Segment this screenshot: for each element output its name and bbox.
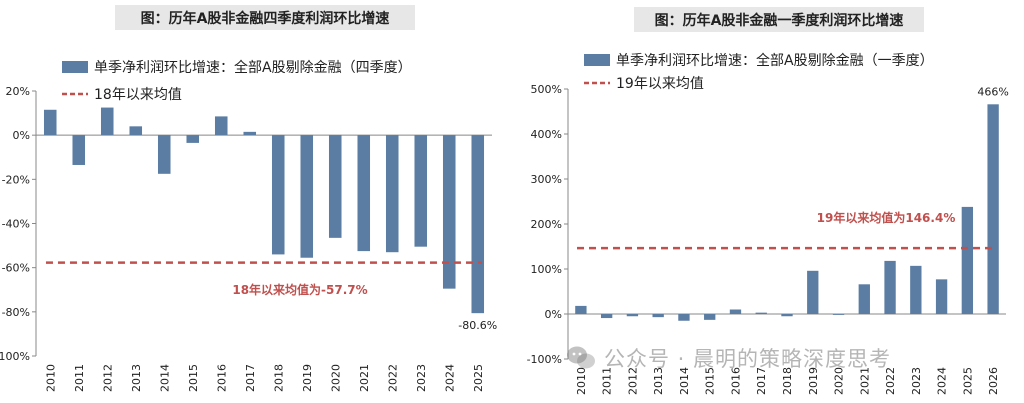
- x-tick-label: 2012: [101, 364, 114, 392]
- x-tick-label: 2019: [301, 364, 314, 392]
- x-tick-label: 2012: [626, 367, 639, 395]
- bar: [157, 135, 171, 174]
- bar: [704, 314, 716, 320]
- x-tick-label: 2018: [781, 367, 794, 395]
- x-tick-label: 2017: [755, 367, 768, 395]
- bar: [471, 135, 485, 314]
- bar: [186, 135, 200, 143]
- x-tick-label: 2021: [858, 367, 871, 395]
- x-tick-label: 2015: [704, 367, 717, 395]
- y-tick-label: 0%: [545, 308, 562, 321]
- bar: [271, 135, 285, 255]
- x-tick-label: 2015: [187, 364, 200, 392]
- bar: [832, 314, 845, 315]
- bar: [129, 126, 143, 136]
- x-tick-label: 2016: [215, 364, 228, 392]
- legend-ref-label: 18年以来均值: [94, 87, 182, 103]
- x-tick-label: 2013: [652, 367, 665, 395]
- x-tick-label: 2025: [472, 364, 485, 392]
- y-tick-label: -100%: [0, 350, 30, 363]
- bar: [243, 131, 257, 136]
- x-tick-label: 2024: [443, 364, 456, 392]
- bar: [935, 279, 948, 314]
- bar: [884, 260, 896, 314]
- chart-title: 图：历年A股非金融四季度利润环比增速: [141, 10, 390, 27]
- data-label: -80.6%: [458, 319, 497, 332]
- bar: [300, 135, 314, 258]
- bar: [626, 314, 639, 317]
- bar: [652, 314, 664, 318]
- x-tick-label: 2025: [961, 367, 974, 395]
- bar: [858, 284, 870, 314]
- x-tick-label: 2014: [158, 364, 171, 392]
- x-tick-label: 2026: [987, 367, 1000, 395]
- x-tick-label: 2022: [884, 367, 897, 395]
- x-tick-label: 2014: [678, 367, 691, 395]
- legend-series-label: 单季净利润环比增速：全部A股剔除金融（一季度）: [616, 52, 934, 69]
- y-tick-label: -20%: [2, 173, 30, 186]
- chart-title: 图：历年A股非金融一季度利润环比增速: [655, 12, 904, 29]
- x-tick-label: 2022: [386, 364, 399, 392]
- y-tick-label: 0%: [13, 129, 30, 142]
- x-tick-label: 2011: [601, 367, 614, 395]
- y-tick-label: -60%: [2, 262, 30, 275]
- bar: [987, 104, 999, 314]
- y-tick-label: 100%: [531, 263, 562, 276]
- bar: [43, 109, 57, 136]
- bar: [807, 270, 819, 314]
- x-tick-label: 2021: [358, 364, 371, 392]
- data-label: 466%: [977, 85, 1008, 98]
- reference-line-label: 18年以来均值为-57.7%: [232, 282, 367, 297]
- y-tick-label: -40%: [2, 218, 30, 231]
- x-tick-label: 2011: [73, 364, 86, 392]
- bar: [442, 135, 456, 289]
- chart-title-bg: [115, 5, 415, 30]
- y-tick-label: 400%: [531, 128, 562, 141]
- bar: [781, 314, 793, 317]
- x-tick-label: 2020: [833, 367, 846, 395]
- bar: [385, 135, 399, 253]
- x-tick-label: 2023: [415, 364, 428, 392]
- chart-q4-profit-growth: 图：历年A股非金融四季度利润环比增速单季净利润环比增速：全部A股剔除金融（四季度…: [0, 5, 497, 392]
- reference-line-label: 19年以来均值为146.4%: [817, 210, 956, 225]
- legend-bar-swatch: [62, 61, 88, 73]
- x-tick-label: 2018: [272, 364, 285, 392]
- bar: [357, 135, 371, 252]
- x-tick-label: 2010: [575, 367, 588, 395]
- x-tick-label: 2024: [936, 367, 949, 395]
- bar: [961, 206, 974, 314]
- bar: [755, 312, 767, 314]
- chart-q1-profit-growth: 图：历年A股非金融一季度利润环比增速单季净利润环比增速：全部A股剔除金融（一季度…: [527, 7, 1009, 395]
- x-tick-label: 2020: [329, 364, 342, 392]
- x-tick-label: 2017: [244, 364, 257, 392]
- y-tick-label: 200%: [531, 218, 562, 231]
- x-tick-label: 2010: [44, 364, 57, 392]
- bar: [678, 314, 690, 321]
- y-tick-label: -80%: [2, 306, 30, 319]
- bar: [600, 314, 613, 319]
- bar: [72, 135, 86, 165]
- x-tick-label: 2019: [807, 367, 820, 395]
- legend-series-label: 单季净利润环比增速：全部A股剔除金融（四季度）: [94, 59, 412, 76]
- legend-bar-swatch: [584, 54, 610, 66]
- chart-title-bg: [634, 7, 924, 32]
- bar: [575, 305, 587, 314]
- y-tick-label: 300%: [531, 173, 562, 186]
- x-tick-label: 2013: [130, 364, 143, 392]
- bar: [100, 107, 114, 136]
- bar: [414, 135, 428, 247]
- bar: [910, 265, 922, 314]
- bar: [214, 116, 228, 136]
- bar: [328, 135, 342, 238]
- y-tick-label: 500%: [531, 83, 562, 96]
- bar: [729, 309, 742, 314]
- legend-ref-label: 19年以来均值: [616, 76, 704, 92]
- x-tick-label: 2016: [729, 367, 742, 395]
- x-tick-label: 2023: [910, 367, 923, 395]
- y-tick-label: 20%: [6, 85, 30, 98]
- y-tick-label: -100%: [527, 353, 562, 366]
